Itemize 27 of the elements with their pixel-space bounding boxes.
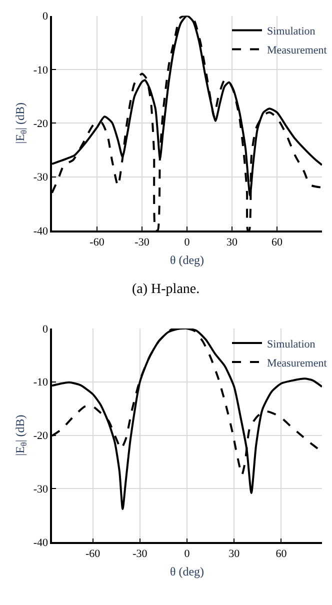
legend-label: Simulation <box>267 338 316 350</box>
y-tick-label: 0 <box>42 323 49 336</box>
y-tick-label: -30 <box>33 484 49 496</box>
y-tick-label: 0 <box>42 10 49 23</box>
text: (a) H-plane. <box>132 282 200 297</box>
y-tick-label: -30 <box>33 172 49 184</box>
y-tick-label: -10 <box>33 376 49 389</box>
x-tick-label: -60 <box>90 236 105 248</box>
x-tick-label: -60 <box>85 548 101 560</box>
x-tick-label: 30 <box>226 236 238 248</box>
y-tick-label: -20 <box>33 430 49 442</box>
x-tick-label: -30 <box>132 548 148 560</box>
x-tick-label: 0 <box>184 548 190 560</box>
legend-label: Measurement <box>267 357 327 370</box>
y-tick-label: -10 <box>33 64 49 76</box>
x-tick-label: -30 <box>134 236 150 248</box>
x-tick-label: 60 <box>272 236 283 248</box>
x-tick-label: 0 <box>184 236 190 248</box>
x-axis-title: θ (deg) <box>170 252 204 267</box>
x-axis-title: θ (deg) <box>170 564 204 578</box>
legend-label: Measurement <box>267 44 327 57</box>
y-tick-label: -40 <box>33 225 49 238</box>
legend-label: Simulation <box>267 26 316 38</box>
y-tick-label: -40 <box>33 536 49 549</box>
x-tick-label: 30 <box>228 548 240 560</box>
x-tick-label: 60 <box>276 548 288 560</box>
y-tick-label: -20 <box>33 118 49 130</box>
